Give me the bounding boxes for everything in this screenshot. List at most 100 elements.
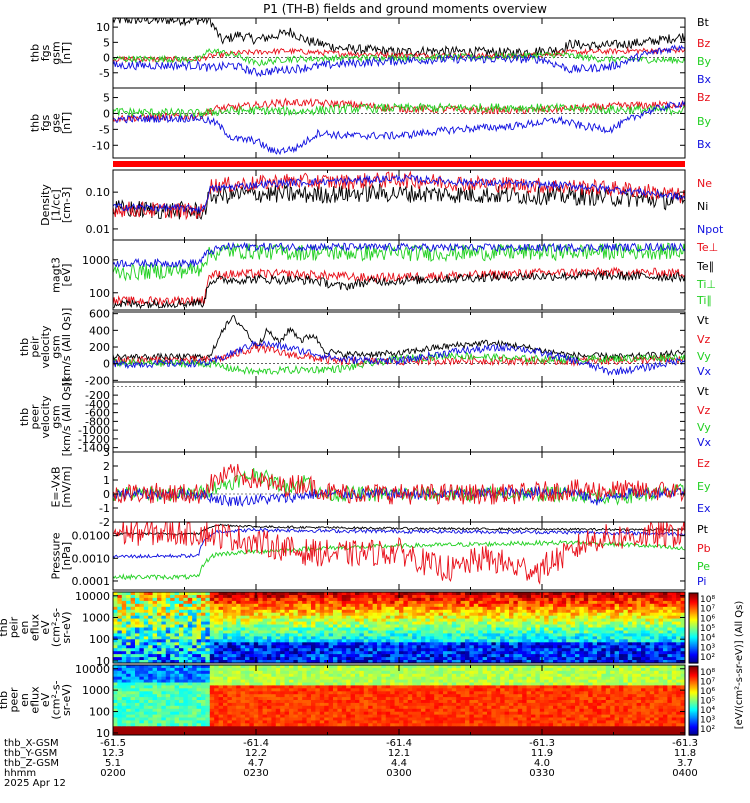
colorbar-tick-label: 10⁴	[700, 706, 715, 716]
table-cell: 0400	[672, 768, 697, 779]
colorbar-tick-label: 10³	[700, 716, 715, 726]
y-tick-label: -2	[99, 516, 110, 529]
legend-Ey: Ey	[697, 480, 711, 493]
y-tick-label: -200	[85, 374, 110, 387]
legend-Bx: Bx	[697, 73, 712, 86]
y-tick-label: -1	[99, 502, 110, 515]
legend-Pe: Pe	[697, 560, 710, 573]
legend-Bz: Bz	[697, 37, 711, 50]
legend-Ni: Ni	[697, 200, 708, 213]
y-axis-label-line: [nT]	[60, 42, 73, 64]
y-axis-label-line: [km/s (All Qs)]	[60, 308, 73, 387]
legend-Ti⊥: Ti⊥	[696, 278, 716, 291]
page-title: P1 (TH-B) fields and ground moments over…	[263, 2, 547, 16]
y-tick-label: 2	[103, 460, 110, 473]
y-tick-label: 5	[103, 36, 110, 49]
y-axis-label-line: sr-eV)	[60, 611, 73, 643]
colorbar-tick-label: 10³	[700, 643, 715, 653]
legend-Vt: Vt	[697, 385, 710, 398]
y-axis-label-line: [nT]	[60, 112, 73, 134]
spectrogram	[113, 665, 686, 736]
y-tick-label: 0	[103, 488, 110, 501]
y-tick-label: 0.0010	[72, 552, 111, 565]
legend-Vt: Vt	[697, 314, 710, 327]
colorbar-label: [eV/(cm²-s-sr-eV)] (All Qs)	[734, 601, 745, 730]
legend-Ne: Ne	[697, 177, 712, 190]
legend-Vx: Vx	[697, 436, 712, 449]
table-cell: 0300	[386, 768, 411, 779]
y-tick-label: 100	[89, 633, 110, 646]
legend-By: By	[697, 115, 712, 128]
y-tick-label: 100	[89, 706, 110, 719]
y-axis-label-line: [mV/m]	[60, 466, 73, 507]
y-tick-label: 0	[103, 52, 110, 65]
legend-Vz: Vz	[697, 333, 711, 346]
legend-Pi: Pi	[697, 575, 706, 588]
legend-Bz: Bz	[697, 91, 711, 104]
y-tick-label: -5	[99, 67, 110, 80]
date-label: 2025 Apr 12	[4, 778, 66, 789]
flag-bar	[113, 161, 685, 167]
legend-Bt: Bt	[697, 16, 710, 29]
y-axis-label-line: [cm-3]	[60, 187, 73, 223]
colorbar-tick-label: 10⁵	[700, 697, 715, 707]
y-tick-label: 100	[89, 287, 110, 300]
y-axis-label: Density[1/cc][cm-3]	[39, 184, 73, 226]
y-tick-label: 1000	[82, 612, 110, 625]
colorbar-tick-label: 10⁵	[700, 624, 715, 634]
y-tick-label: -10	[92, 139, 110, 152]
y-tick-label: 3	[103, 446, 110, 459]
colorbar-tick-label: 10⁷	[700, 678, 715, 688]
colorbar-tick-label: 10⁷	[700, 605, 715, 615]
y-tick-label: 0	[103, 107, 110, 120]
y-tick-label: 5	[103, 92, 110, 105]
y-tick-label: 600	[89, 308, 110, 321]
colorbar-tick-label: 10²	[700, 725, 715, 735]
table-cell: 0330	[529, 768, 554, 779]
legend-By: By	[697, 55, 712, 68]
colorbar-tick-label: 10²	[700, 653, 715, 663]
y-axis-label-line: [eV]	[60, 264, 73, 287]
legend-Npot: Npot	[697, 223, 724, 236]
y-tick-label: 0	[103, 358, 110, 371]
y-tick-label: 0.0100	[72, 530, 111, 543]
legend-Vy: Vy	[697, 421, 711, 434]
legend-Pt: Pt	[697, 523, 709, 536]
y-tick-label: 0.10	[86, 186, 111, 199]
colorbar-tick-label: 10⁶	[700, 614, 715, 624]
legend-Ti∥: Ti∥	[696, 294, 712, 307]
y-axis-label-line: [km/s (All Qs)]	[60, 378, 73, 457]
y-axis-label: E=-VxB[mV/m]	[50, 466, 74, 507]
y-tick-label: 10000	[75, 590, 110, 603]
legend-Bx: Bx	[697, 138, 712, 151]
colorbar-tick-label: 10⁶	[700, 687, 715, 697]
y-axis-label-line: sr-eV)	[60, 684, 73, 716]
spectrogram	[113, 592, 686, 664]
table-cell: 0200	[100, 768, 125, 779]
y-tick-label: 10000	[75, 663, 110, 676]
legend-Pb: Pb	[697, 542, 711, 555]
legend-Ex: Ex	[697, 502, 711, 515]
legend-Vy: Vy	[697, 350, 711, 363]
y-tick-label: 400	[89, 324, 110, 337]
legend-Ez: Ez	[697, 457, 710, 470]
y-tick-label: 0.0001	[72, 575, 111, 588]
legend-Te∥: Te∥	[696, 260, 714, 273]
colorbar-tick-label: 10⁴	[700, 634, 715, 644]
colorbar-tick-label: 10⁸	[700, 668, 715, 678]
legend-Vz: Vz	[697, 404, 711, 417]
y-axis-label-line: [nPa]	[60, 542, 73, 570]
y-tick-label: 1	[103, 474, 110, 487]
legend-Vx: Vx	[697, 365, 712, 378]
y-tick-label: -5	[99, 123, 110, 136]
legend-Te⊥: Te⊥	[696, 241, 718, 254]
colorbar-tick-label: 10⁸	[700, 595, 715, 605]
y-tick-label: 1000	[82, 254, 110, 267]
y-tick-label: 10	[96, 21, 110, 34]
